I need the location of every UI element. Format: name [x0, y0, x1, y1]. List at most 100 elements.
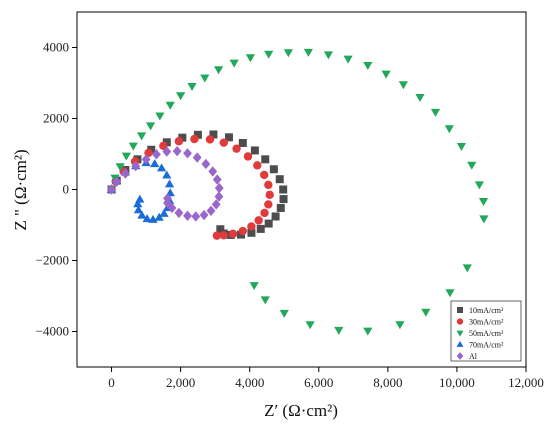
data-point — [462, 264, 472, 273]
data-point — [191, 211, 201, 222]
data-point — [444, 125, 454, 134]
data-point — [232, 144, 241, 153]
x-axis-ticks: 0 2,000 4,000 6,000 8,000 10,000 12,000 — [108, 367, 544, 390]
data-point — [264, 219, 273, 228]
data-point — [162, 146, 172, 157]
data-point — [165, 101, 175, 110]
data-point — [199, 209, 209, 221]
data-point — [264, 180, 273, 190]
data-point — [187, 82, 197, 91]
data-point — [363, 327, 373, 336]
data-point — [174, 137, 184, 146]
series-2 — [106, 48, 489, 336]
data-point — [211, 199, 221, 210]
y-axis-title: Z " (Ω·cm²) — [11, 149, 30, 230]
data-point — [238, 226, 247, 236]
data-point — [445, 289, 455, 298]
data-point — [133, 205, 144, 214]
data-point — [228, 229, 238, 239]
data-point — [305, 321, 315, 330]
data-point — [206, 205, 216, 216]
data-point — [167, 202, 177, 214]
data-point — [276, 203, 285, 212]
data-point — [256, 224, 265, 233]
data-point — [164, 179, 175, 188]
data-point — [174, 207, 184, 219]
data-point — [145, 122, 156, 131]
data-point — [208, 166, 218, 177]
data-point — [200, 74, 210, 83]
data-point — [212, 231, 222, 240]
data-point — [214, 191, 224, 202]
data-point — [398, 81, 408, 90]
y-tick-label: 0 — [63, 182, 70, 197]
data-point — [163, 193, 172, 204]
data-point — [224, 133, 233, 142]
data-point — [456, 142, 467, 151]
data-point — [279, 195, 288, 204]
data-point — [159, 208, 169, 217]
x-tick-label: 2,000 — [166, 375, 195, 390]
legend: 10mA/cm² 30mA/cm² 50mA/cm² 70mA/cm² Al — [450, 300, 522, 362]
data-point — [260, 296, 270, 305]
data-point — [334, 326, 344, 335]
data-point — [135, 194, 145, 203]
data-point — [479, 215, 489, 224]
legend-label: 10mA/cm² — [469, 306, 504, 315]
data-point — [381, 70, 391, 79]
data-point — [247, 222, 256, 231]
data-point — [183, 210, 192, 221]
data-point — [279, 309, 289, 318]
data-point — [265, 190, 274, 200]
data-point — [279, 185, 288, 194]
data-point — [260, 208, 269, 218]
y-axis-ticks: −4000 −2000 0 2000 4000 — [36, 40, 77, 339]
x-tick-label: 6,000 — [304, 375, 333, 390]
x-tick-label: 8,000 — [373, 375, 402, 390]
data-point — [115, 163, 125, 172]
data-point — [214, 182, 224, 194]
data-point — [229, 59, 239, 68]
data-point — [162, 138, 171, 147]
data-point — [249, 282, 259, 291]
data-point — [259, 170, 269, 180]
data-point — [178, 133, 187, 142]
data-point — [343, 55, 353, 64]
data-point — [219, 231, 228, 240]
series-1 — [107, 134, 274, 240]
series-3 — [106, 158, 175, 223]
y-tick-label: −2000 — [36, 253, 69, 268]
data-point — [395, 321, 405, 330]
data-point — [253, 161, 262, 170]
data-point — [183, 148, 192, 159]
data-point — [162, 170, 172, 179]
data-point — [474, 181, 484, 190]
data-point — [238, 138, 247, 147]
data-point — [323, 51, 334, 60]
data-point — [271, 212, 280, 221]
data-point — [192, 152, 202, 163]
data-point — [421, 308, 431, 317]
data-point — [205, 135, 215, 144]
data-point — [247, 228, 256, 237]
data-point — [275, 175, 284, 184]
x-axis-title: Z′ (Ω·cm²) — [264, 401, 338, 420]
data-point — [467, 161, 477, 170]
data-point — [190, 134, 199, 144]
x-tick-label: 10,000 — [439, 375, 475, 390]
data-point — [214, 66, 224, 75]
x-tick-label: 4,000 — [235, 375, 264, 390]
data-point — [147, 145, 156, 154]
data-point — [112, 176, 122, 187]
data-point — [254, 216, 263, 225]
x-tick-label: 0 — [108, 375, 115, 390]
data-point — [250, 146, 259, 155]
data-point — [415, 94, 425, 102]
data-point — [176, 92, 186, 101]
data-series — [106, 48, 489, 336]
legend-marker — [456, 318, 464, 325]
y-tick-label: 2000 — [43, 111, 69, 126]
data-point — [142, 214, 152, 223]
legend-label: 30mA/cm² — [469, 318, 504, 327]
